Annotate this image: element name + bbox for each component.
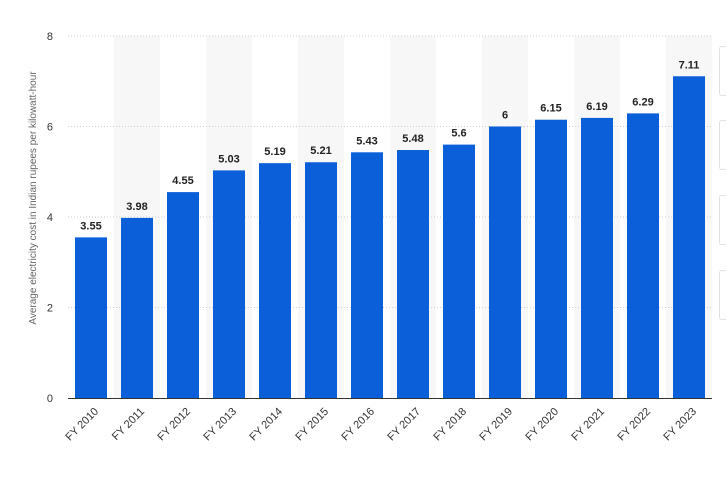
bar[interactable] [443, 144, 475, 398]
x-tick-label: FY 2022 [615, 406, 653, 444]
side-tab[interactable] [719, 120, 726, 170]
data-label: 5.03 [218, 153, 239, 165]
x-tick-label: FY 2011 [110, 406, 147, 443]
x-tick-label: FY 2017 [385, 406, 423, 444]
data-label: 6.29 [632, 96, 653, 108]
bar[interactable] [213, 170, 245, 398]
y-tick-label: 2 [47, 303, 53, 315]
x-axis-ticks: FY 2010 FY 2011 FY 2012 FY 2013 FY 2014 FY 20… [63, 406, 699, 444]
data-label: 6 [502, 110, 508, 122]
x-tick-label: FY 2020 [523, 406, 561, 444]
bar[interactable] [535, 119, 567, 399]
x-tick-label: FY 2019 [477, 406, 515, 444]
bar[interactable] [305, 162, 337, 398]
bar[interactable] [397, 150, 429, 398]
side-tab[interactable] [719, 46, 726, 96]
x-tick-label: FY 2013 [201, 406, 239, 444]
data-label: 6.19 [586, 101, 607, 113]
data-labels: 3.55 3.98 4.55 5.03 5.19 5.21 5.43 5.48 5.6 6 6.15… [80, 59, 699, 232]
y-tick-label: 8 [47, 31, 53, 43]
y-axis-ticks: 0 2 4 6 8 [47, 31, 53, 405]
x-tick-label: FY 2015 [293, 406, 331, 444]
bar[interactable] [75, 237, 107, 398]
data-label: 5.19 [264, 146, 285, 158]
data-label: 3.55 [80, 220, 101, 232]
bar[interactable] [351, 152, 383, 398]
data-label: 3.98 [126, 201, 147, 213]
y-gridlines [68, 35, 712, 308]
y-tick-label: 0 [47, 393, 53, 405]
x-tick-label: FY 2016 [339, 406, 377, 444]
x-tick-label: FY 2014 [247, 406, 285, 444]
data-label: 6.15 [540, 103, 561, 115]
data-label: 5.48 [402, 133, 423, 145]
bars [75, 76, 705, 399]
y-tick-label: 4 [47, 212, 53, 224]
bar[interactable] [627, 113, 659, 398]
x-tick-label: FY 2021 [569, 406, 607, 444]
data-label: 5.6 [451, 128, 466, 140]
y-axis-label: Average electricity cost in Indian rupee… [28, 71, 39, 325]
bar[interactable] [167, 192, 199, 398]
x-tick-label: FY 2010 [63, 406, 101, 444]
bar[interactable] [489, 126, 521, 399]
bar[interactable] [673, 76, 705, 399]
data-label: 5.21 [310, 145, 331, 157]
y-tick-label: 6 [47, 122, 53, 134]
bar[interactable] [581, 117, 613, 398]
side-tab[interactable] [719, 195, 726, 245]
bar[interactable] [259, 163, 291, 398]
x-tick-label: FY 2012 [155, 406, 193, 444]
bar[interactable] [121, 217, 153, 398]
x-tick-label: FY 2018 [431, 406, 469, 444]
data-label: 4.55 [172, 175, 193, 187]
data-label: 7.11 [679, 59, 700, 71]
side-tab[interactable] [719, 270, 726, 320]
x-tick-label: FY 2023 [661, 406, 699, 444]
data-label: 5.43 [356, 135, 377, 147]
